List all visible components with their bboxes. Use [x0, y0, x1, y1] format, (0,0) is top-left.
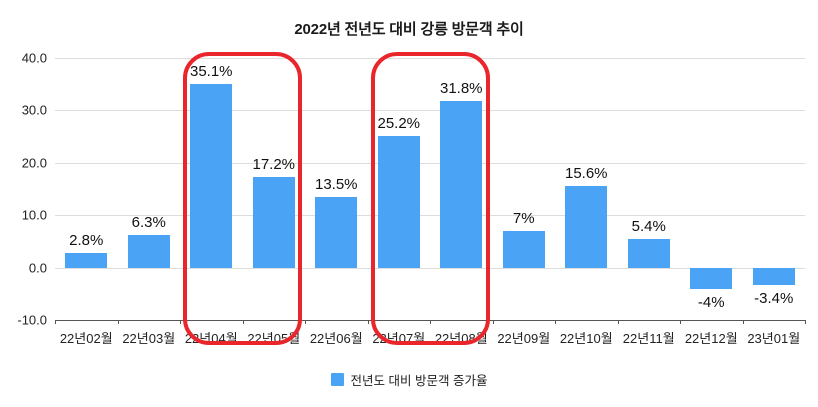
x-tick-label: 22년11월 — [622, 331, 675, 346]
y-tick-label: 40.0 — [21, 50, 47, 66]
x-axis-tick — [680, 320, 681, 324]
x-axis-tick — [617, 320, 619, 324]
bar — [377, 135, 420, 268]
bar-value-label: 17.2% — [252, 156, 296, 174]
x-axis-tick — [117, 320, 119, 324]
bar — [65, 252, 108, 268]
x-tick-label: 22년02월 — [59, 331, 113, 346]
bar-value-label: -4% — [697, 293, 725, 311]
bar — [252, 177, 295, 268]
x-axis-tick — [555, 320, 556, 324]
bar — [690, 267, 733, 289]
highlight-box — [370, 52, 490, 345]
x-axis-tick — [430, 320, 431, 324]
y-tick-label: 30.0 — [21, 102, 47, 118]
x-tick-label: 22년12월 — [684, 331, 738, 346]
legend-label: 전년도 대비 방문객 증가율 — [350, 374, 488, 388]
x-axis-tick — [805, 320, 806, 324]
highlight-box — [183, 52, 302, 345]
x-axis-tick — [180, 320, 181, 324]
x-axis-tick — [367, 320, 369, 324]
bar — [565, 185, 608, 268]
legend-swatch-icon — [330, 373, 344, 386]
x-tick-label: 22년10월 — [559, 331, 613, 346]
x-axis-tick — [242, 320, 244, 324]
y-tick-label: 0.0 — [28, 260, 47, 276]
bar-value-label: 6.3% — [131, 213, 166, 231]
bar-value-label: 31.8% — [439, 79, 483, 97]
gridline — [55, 162, 805, 164]
bar — [190, 83, 233, 268]
gridline — [55, 215, 805, 217]
x-tick-label: 23년01월 — [747, 331, 801, 346]
x-axis-tick — [492, 320, 494, 324]
bar — [315, 196, 358, 268]
x-tick-label: 22년06월 — [309, 331, 363, 346]
x-axis-tick — [305, 320, 306, 324]
gridline — [55, 267, 805, 269]
x-tick-label: 22년03월 — [122, 331, 176, 346]
bar — [502, 230, 545, 268]
gridline — [55, 110, 805, 112]
x-tick-label: 22년09월 — [497, 331, 551, 346]
bar-value-label: -3.4% — [754, 290, 794, 308]
bar-value-label: 5.4% — [631, 218, 666, 236]
bar — [627, 239, 670, 268]
bar — [752, 267, 795, 286]
bar-value-label: 7% — [512, 209, 535, 227]
chart-title: 2022년 전년도 대비 강릉 방문객 추이 — [294, 21, 524, 38]
y-tick-label: -10.0 — [17, 312, 47, 328]
x-axis-tick — [55, 320, 56, 324]
y-tick-label: 20.0 — [21, 155, 47, 171]
y-tick-label: 10.0 — [21, 207, 47, 223]
x-axis-tick — [742, 320, 744, 324]
bar-value-label: 25.2% — [377, 114, 421, 132]
bar-value-label: 2.8% — [69, 231, 104, 249]
bar-value-label: 15.6% — [564, 164, 608, 182]
bar — [440, 100, 483, 268]
bar-value-label: 13.5% — [314, 175, 358, 193]
legend: 전년도 대비 방문객 증가율 — [0, 370, 818, 389]
gridline — [55, 58, 805, 59]
bar — [127, 234, 170, 268]
